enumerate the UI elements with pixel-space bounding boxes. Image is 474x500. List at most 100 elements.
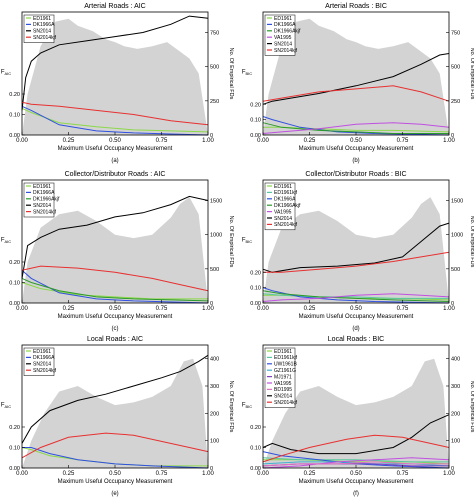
series-line: [262, 53, 450, 105]
y2-tick-label: 0: [451, 133, 454, 139]
series-line: [262, 222, 450, 273]
legend-label: ED1961: [274, 349, 292, 355]
legend-box: [23, 14, 55, 43]
legend-box: [264, 14, 296, 56]
legend-label: SN2014: [274, 394, 292, 400]
y2-tick-label: 0: [210, 301, 213, 307]
y-tick-label: 0.20: [9, 92, 20, 98]
y2-tick-label: 200: [451, 411, 460, 417]
chart-title: Arterial Roads : AIC: [84, 3, 145, 10]
y2-tick-label: 100: [451, 439, 460, 445]
y2-tick-label: 0: [210, 466, 213, 472]
legend-label: SN2014: [274, 41, 292, 47]
y-tick-label: 0.00: [250, 301, 261, 307]
x-tick-label: 0.75: [397, 138, 409, 144]
x-axis-label: Maximum Useful Occupancy Measurement: [58, 146, 173, 152]
y-axis-label-main: F: [1, 70, 5, 76]
series-line: [262, 457, 450, 469]
y-tick-label: 0.00: [9, 466, 20, 472]
x-tick-label: 0.25: [304, 471, 316, 477]
empirical-fd-count-area: [22, 358, 208, 468]
series-line: [21, 282, 208, 300]
legend-label: ED1961: [33, 184, 51, 190]
y-tick-label: 0.10: [9, 281, 20, 287]
chart-title: Arterial Roads : BIC: [325, 3, 387, 10]
series-line: [262, 414, 450, 455]
chart-panel: Collector/Distributor Roads : BIC 0.00 0.2…: [242, 171, 474, 332]
x-tick-label: 0.75: [156, 306, 168, 312]
y2-tick-label: 1500: [451, 199, 463, 205]
legend-label: SN2014kjf: [33, 35, 57, 41]
y2-axis-label: No. Of Empirical FDs: [228, 381, 234, 433]
x-axis-label: Maximum Useful Occupancy Measurement: [299, 479, 414, 485]
legend-label: UW1961B: [274, 362, 297, 368]
legend-label: DK1966A: [274, 197, 296, 203]
y2-tick-label: 500: [451, 65, 460, 71]
x-tick-label: 0.50: [109, 138, 121, 144]
x-tick-label: 0.75: [156, 471, 168, 477]
x-axis-label: Maximum Useful Occupancy Measurement: [58, 479, 173, 485]
x-tick-label: 1.00: [443, 306, 455, 312]
y2-tick-label: 200: [210, 411, 219, 417]
legend-label: SN2014kjf: [274, 400, 298, 406]
x-tick-label: 0.25: [63, 138, 75, 144]
y-axis-label: FAIC: [1, 238, 11, 245]
x-tick-label: 0.50: [109, 471, 121, 477]
y-axis-label-subscript: AIC: [5, 239, 12, 244]
x-tick-label: 1.00: [202, 138, 214, 144]
legend-label: DK1966A: [33, 355, 55, 361]
y-axis-label-subscript: BIC: [246, 71, 253, 76]
y-axis-label-main: F: [1, 403, 5, 409]
x-tick-label: 1.00: [202, 306, 214, 312]
empirical-fd-count-area: [22, 197, 208, 303]
chart-panel: Collector/Distributor Roads : AIC 0.00 0.2…: [1, 171, 234, 332]
legend-label: ED1961: [33, 349, 51, 355]
x-tick-label: 0.50: [350, 471, 362, 477]
y-axis-label: FBIC: [242, 403, 252, 410]
y2-tick-label: 300: [451, 384, 460, 390]
series-line: [21, 277, 209, 302]
chart-title: Collector/Distributor Roads : BIC: [305, 171, 406, 178]
y-tick-label: 0.20: [250, 425, 261, 431]
legend-label: SN2014kjf: [33, 209, 57, 215]
y2-tick-label: 1000: [451, 233, 463, 239]
y2-tick-label: 500: [451, 267, 460, 273]
panel-caption: (b): [352, 158, 359, 164]
series-line: [21, 265, 209, 292]
chart-panel: Arterial Roads : AIC 0.00 0.25 0.50 0.75 1.00…: [1, 3, 234, 164]
series-line: [262, 457, 449, 463]
y2-tick-label: 0: [451, 301, 454, 307]
legend-label: DK1966Akjf: [274, 29, 301, 35]
legend-label: SN2014: [33, 29, 51, 35]
y2-tick-label: 100: [210, 439, 219, 445]
legend-label: SN2014: [274, 216, 292, 222]
y-axis-label: FBIC: [242, 70, 252, 77]
legend-label: DK1966A: [33, 22, 55, 28]
legend-label: ED1961: [274, 16, 292, 22]
legend-label: VA1995: [274, 209, 292, 215]
panel-caption: (a): [111, 158, 118, 164]
series-line: [21, 269, 209, 304]
chart-title: Collector/Distributor Roads : AIC: [65, 171, 166, 178]
legend-label: VA1995: [274, 35, 292, 41]
empirical-fd-count-area: [22, 18, 208, 135]
legend-label: ED1961: [33, 16, 51, 22]
legend-label: SN2014kjf: [274, 48, 298, 54]
x-axis-label: Maximum Useful Occupancy Measurement: [58, 314, 173, 320]
series-line: [263, 251, 450, 273]
series-line: [263, 126, 450, 133]
series-line: [262, 116, 450, 136]
y-tick-label: 0.20: [9, 260, 20, 266]
x-tick-label: 0.25: [304, 306, 316, 312]
y-axis-label: FAIC: [1, 403, 11, 410]
legend-label: GZ1961G: [274, 368, 296, 374]
y-tick-label: 0.10: [9, 446, 20, 452]
legend-label: DK1966A: [274, 22, 296, 28]
y2-tick-label: 400: [210, 357, 219, 363]
series-line: [21, 101, 209, 126]
y-axis-label: FAIC: [1, 70, 11, 77]
legend-label: SN2014kjf: [33, 368, 57, 374]
y-axis-label-subscript: AIC: [5, 404, 12, 409]
y-tick-label: 0.00: [250, 466, 261, 472]
panel-caption: (e): [111, 491, 118, 497]
